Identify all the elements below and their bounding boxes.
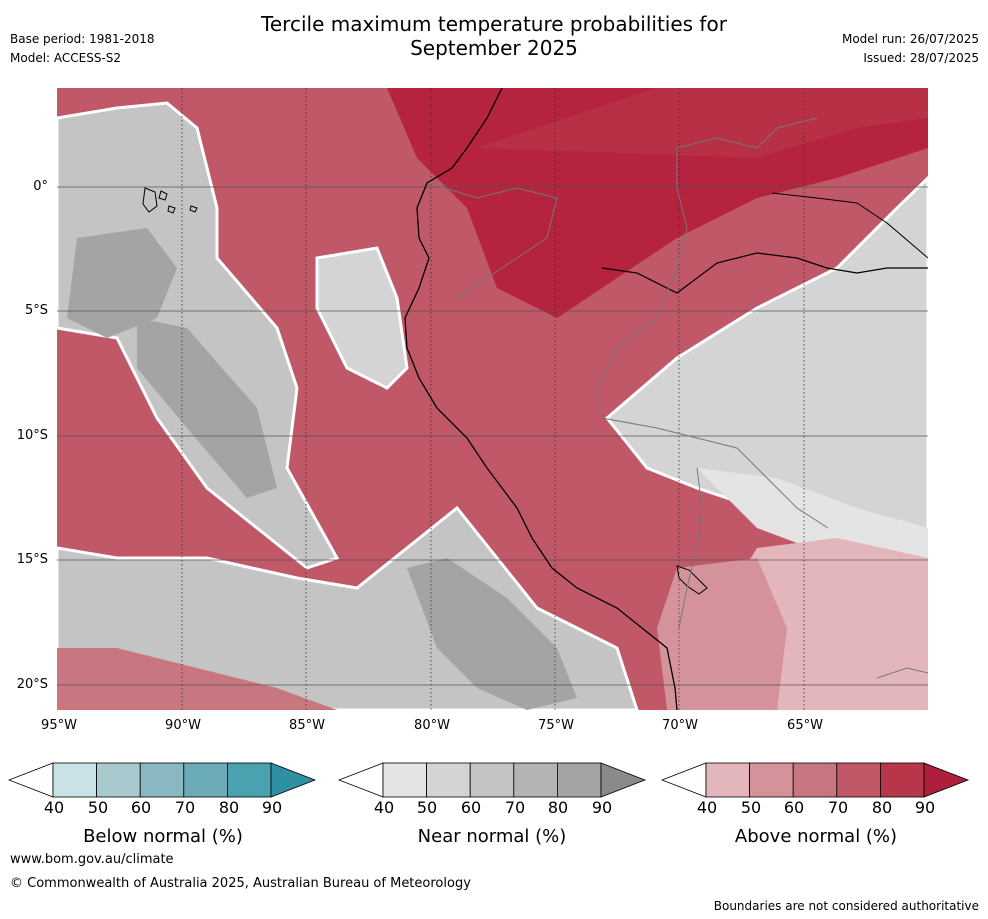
model-run-date: Model run: 26/07/2025 [841, 32, 979, 46]
above-segment-1 [749, 762, 794, 798]
title-line-1: Tercile maximum temperature probabilitie… [261, 12, 727, 36]
above-tick-50: 50 [740, 798, 762, 817]
above-tick-60: 60 [783, 798, 805, 817]
lake-titicaca [676, 565, 708, 595]
y-tick-0: 0° [33, 179, 48, 194]
colorbar-near [338, 762, 647, 798]
below-segment-2 [139, 762, 185, 798]
colorbar-near-label: Near normal (%) [417, 826, 567, 847]
issued-date: Issued: 28/07/2025 [863, 51, 979, 65]
below-segment-3 [183, 762, 228, 798]
near-segment-3 [513, 762, 558, 798]
below-tick-90: 90 [261, 798, 283, 817]
above-60-southeast [657, 558, 787, 710]
meta-right: Model run: 26/07/2025 Issued: 28/07/2025 [842, 30, 979, 68]
above-segment-3 [836, 762, 881, 798]
x-tick-95w: 95°W [41, 718, 77, 733]
probability-map [57, 88, 928, 710]
above-overflow-triangle [923, 762, 970, 798]
near-tick-40: 40 [373, 798, 395, 817]
title-line-2: September 2025 [410, 36, 578, 60]
near-segment-2 [469, 762, 515, 798]
below-tick-50: 50 [87, 798, 109, 817]
website-link[interactable]: www.bom.gov.au/climate [10, 852, 174, 867]
below-segment-4 [226, 762, 272, 798]
above-segment-4 [879, 762, 925, 798]
near-overflow-triangle [600, 762, 647, 798]
above-tick-40: 40 [696, 798, 718, 817]
near-segment-1 [426, 762, 471, 798]
above-underflow-triangle [661, 762, 707, 798]
near-tick-60: 60 [460, 798, 482, 817]
near-tick-50: 50 [416, 798, 438, 817]
near-normal-south-core [407, 558, 577, 710]
graticule [57, 186, 928, 686]
x-tick-70w: 70°W [662, 718, 698, 733]
near-tick-70: 70 [504, 798, 526, 817]
model-name: Model: ACCESS-S2 [10, 51, 122, 65]
below-tick-70: 70 [174, 798, 196, 817]
y-tick-20s: 20°S [16, 677, 48, 692]
chart-title: Tercile maximum temperature probabilitie… [0, 12, 988, 60]
y-tick-5s: 5°S [24, 303, 48, 318]
above-segment-2 [792, 762, 838, 798]
country-borders [428, 117, 928, 679]
near-segment-0 [382, 762, 427, 798]
base-period: Base period: 1981-2018 [10, 32, 155, 46]
below-overflow-triangle [270, 762, 317, 798]
y-tick-10s: 10°S [16, 428, 48, 443]
below-tick-60: 60 [130, 798, 152, 817]
x-tick-65w: 65°W [787, 718, 823, 733]
coastline [404, 88, 678, 710]
x-tick-85w: 85°W [289, 718, 325, 733]
colorbar-above [661, 762, 970, 798]
below-underflow-triangle [8, 762, 54, 798]
near-tick-80: 80 [547, 798, 569, 817]
river-north [771, 192, 928, 259]
x-tick-75w: 75°W [538, 718, 574, 733]
near-normal-west-band [137, 318, 277, 498]
x-tick-80w: 80°W [414, 718, 450, 733]
meta-left: Base period: 1981-2018 Model: ACCESS-S2 [10, 30, 155, 68]
colorbar-above-label: Above normal (%) [734, 826, 898, 847]
boundary-disclaimer: Boundaries are not considered authoritat… [713, 899, 979, 913]
near-normal-east [604, 175, 928, 570]
near-normal-west-core [67, 228, 177, 338]
below-segment-1 [96, 762, 141, 798]
above-80-north [477, 88, 928, 158]
above-tick-80: 80 [871, 798, 893, 817]
near-underflow-triangle [338, 762, 384, 798]
below-tick-40: 40 [43, 798, 65, 817]
near-segment-4 [556, 762, 602, 798]
amazon-river [601, 252, 928, 294]
above-southwest [57, 648, 337, 710]
below-segment-0 [52, 762, 97, 798]
above-segment-0 [705, 762, 750, 798]
below-tick-80: 80 [218, 798, 240, 817]
near-tick-90: 90 [591, 798, 613, 817]
colorbar-below [8, 762, 317, 798]
y-tick-15s: 15°S [16, 552, 48, 567]
colorbar-below-label: Below normal (%) [83, 826, 243, 847]
above-tick-70: 70 [827, 798, 849, 817]
x-tick-90w: 90°W [165, 718, 201, 733]
copyright-notice: © Commonwealth of Australia 2025, Austra… [10, 876, 471, 891]
near-normal-central [315, 246, 409, 390]
galapagos-islands [142, 187, 198, 214]
above-tick-90: 90 [914, 798, 936, 817]
